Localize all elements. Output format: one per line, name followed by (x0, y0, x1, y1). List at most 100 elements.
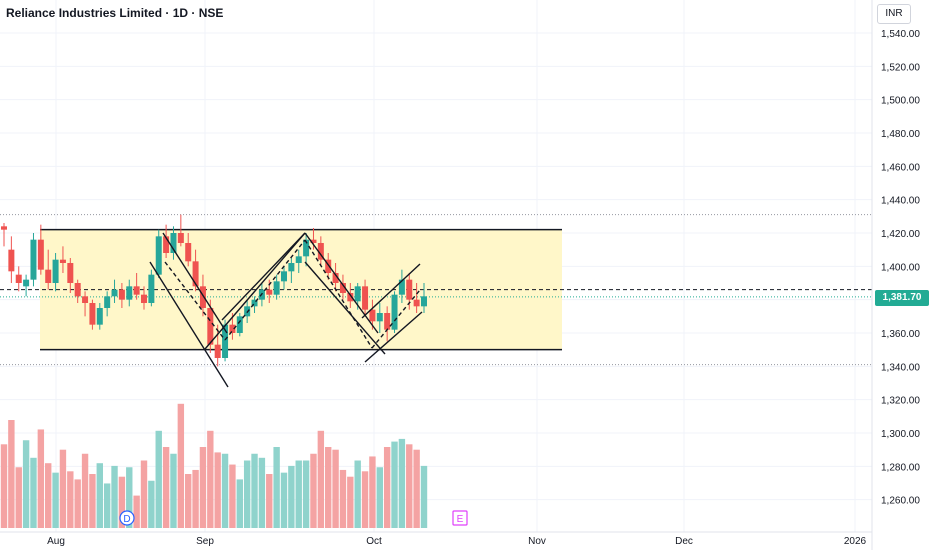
volume-bar (339, 469, 347, 528)
candle-body (310, 239, 317, 243)
candle (141, 286, 147, 310)
candle-body (281, 271, 287, 282)
volume-bar (273, 447, 280, 528)
candle-body (67, 263, 74, 283)
candle-body (141, 294, 147, 303)
w-leg-2-upper (221, 232, 306, 321)
volume-bar (96, 463, 103, 528)
candle-body (170, 233, 177, 253)
volume-bar (22, 440, 30, 528)
candle-body (118, 289, 125, 300)
w-leg-2-lower (204, 232, 306, 350)
volume-bar (170, 453, 177, 528)
earnings-marker[interactable]: E (452, 510, 468, 526)
chart-title: Reliance Industries Limited · 1D · NSE (6, 6, 224, 20)
volume-bar (140, 460, 148, 528)
candle (332, 263, 339, 292)
time-axis-label: Aug (47, 536, 65, 547)
candle (391, 291, 398, 333)
candle (8, 236, 15, 283)
time-axis[interactable]: Aug Sep Oct Nov Dec 2026 (0, 531, 872, 547)
w-leg-3-lower (304, 261, 386, 355)
dividend-marker[interactable]: D (119, 510, 135, 526)
candle-body (37, 239, 44, 270)
candle-body (222, 324, 229, 358)
price-axis-label: 1,500.00 (881, 96, 920, 107)
candle (170, 226, 177, 260)
candle-body (8, 249, 15, 272)
price-axis-label: 1,340.00 (881, 362, 920, 373)
candle (15, 266, 22, 292)
w-leg-1-upper (162, 232, 228, 334)
candle (45, 249, 52, 290)
zigzag-1 (164, 261, 226, 341)
volume-bar (199, 447, 207, 528)
candle-body (52, 259, 59, 283)
candle-body (96, 308, 103, 325)
time-axis-label: Nov (528, 536, 546, 547)
candle-body (421, 296, 427, 307)
candle-body (376, 313, 383, 322)
volume-bar (383, 447, 391, 528)
candle-body (413, 299, 420, 307)
volume-bar (236, 479, 243, 528)
volume-bar (52, 472, 59, 528)
volume-bar (155, 430, 162, 528)
candle-body (369, 309, 376, 322)
volume-bar (413, 449, 420, 528)
currency-button[interactable]: INR (877, 4, 911, 24)
time-axis-label: Oct (366, 536, 382, 547)
volume-bar (214, 452, 221, 528)
price-axis-label: 1,420.00 (881, 229, 920, 240)
price-axis-label: 1,320.00 (881, 396, 920, 407)
candle-body (354, 286, 361, 302)
price-axis-label: 1,440.00 (881, 196, 920, 207)
volume-bar (162, 447, 170, 528)
volume-bar (398, 438, 406, 528)
volume-bars (0, 403, 428, 528)
candle (236, 313, 243, 337)
candle-body (199, 286, 206, 308)
candle (421, 283, 427, 313)
candle (325, 253, 332, 280)
candle-body (251, 299, 258, 307)
volume-bar (45, 463, 52, 528)
volume-bar (148, 480, 155, 528)
volume-bar (67, 471, 74, 528)
price-axis-label: 1,400.00 (881, 262, 920, 273)
volume-bar (266, 474, 273, 528)
price-axis[interactable]: 1,540.00 1,520.00 1,500.00 1,480.00 1,460.00… (881, 29, 920, 507)
candle (118, 283, 125, 308)
candle (177, 214, 184, 247)
volume-bar (0, 444, 8, 528)
candle (376, 303, 383, 333)
candle (413, 283, 420, 313)
candle-body (332, 273, 339, 283)
candle (74, 279, 81, 303)
volume-bar (89, 474, 96, 528)
volume-bar (81, 453, 89, 528)
candle (96, 303, 103, 330)
trendline-drawings (149, 232, 423, 388)
candle-body (362, 286, 369, 310)
candle (126, 279, 133, 307)
candle-body (288, 263, 295, 272)
candle-body (23, 279, 30, 287)
candle-body (406, 279, 413, 300)
volume-bar (354, 460, 361, 528)
candle-body (317, 243, 324, 260)
candle (288, 258, 295, 283)
candle (1, 223, 7, 247)
candle (104, 291, 111, 317)
volume-bar (310, 453, 317, 528)
volume-bar (111, 465, 118, 528)
candle (82, 291, 89, 317)
candle-body (207, 308, 214, 345)
volume-bar (361, 471, 369, 528)
candle-body (104, 296, 111, 308)
candle-body (347, 293, 354, 302)
price-axis-label: 1,540.00 (881, 29, 920, 40)
volume-bar (177, 403, 185, 528)
candle-body (273, 281, 280, 295)
